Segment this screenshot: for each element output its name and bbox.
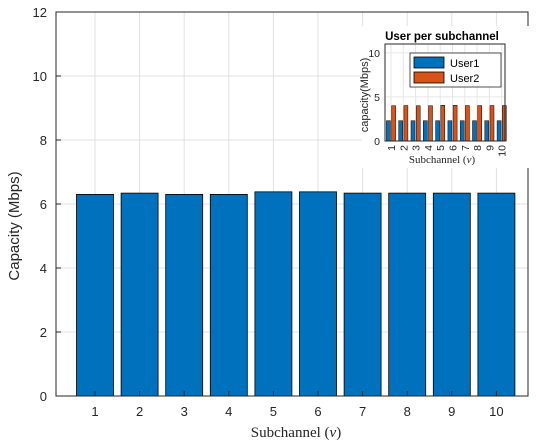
bar-subchannel-7	[343, 192, 382, 397]
inset-bar-user2-subchannel-1	[391, 105, 396, 142]
main-x-tick-label: 1	[91, 404, 98, 419]
main-x-tick-label: 5	[270, 404, 277, 419]
inset-bar-user1-subchannel-3	[410, 120, 416, 142]
main-x-tick-label: 3	[181, 404, 188, 419]
main-y-tick-label: 0	[40, 389, 47, 404]
inset-x-tick-label: 10	[497, 145, 509, 157]
inset-bar-user2-subchannel-5	[440, 105, 446, 142]
legend-swatch-user2	[413, 71, 445, 84]
inset-x-tick-label: 8	[472, 145, 484, 151]
legend-swatch-user1	[413, 56, 445, 69]
inset-bar-user2-subchannel-8	[477, 105, 482, 142]
main-x-axis-label-close: )	[336, 425, 341, 441]
inset-x-tick-label: 5	[435, 145, 447, 151]
inset-y-tick-label: 10	[368, 48, 380, 60]
inset-x-axis-label-var: v	[467, 154, 472, 166]
inset-bar-user1-subchannel-1	[386, 120, 391, 142]
main-y-tick-labels: 0 2 4 6 8 10 12	[33, 5, 61, 404]
bar-subchannel-9	[432, 192, 471, 397]
main-x-tick-label: 9	[448, 404, 455, 419]
inset-bar-user1-subchannel-4	[423, 120, 428, 142]
main-x-tick-labels: 1 2 3 4 5 6 7 8 9 10	[91, 391, 504, 419]
legend-label-user1: User1	[450, 58, 479, 70]
main-x-tick-label: 7	[359, 404, 366, 419]
main-x-axis-label-text: Subchannel (	[251, 425, 330, 441]
inset-bar-user1-subchannel-5	[435, 120, 440, 142]
inset-y-axis-label: capacity(Mbps)	[359, 58, 371, 133]
main-y-tick-label: 2	[40, 325, 47, 340]
inset-x-tick-label: 9	[484, 145, 496, 151]
inset-x-axis-label-close: )	[471, 154, 475, 166]
inset-bar-user1-subchannel-8	[472, 120, 477, 142]
main-x-tick-label: 2	[136, 404, 143, 419]
inset-x-axis-label-text: Subchannel (	[409, 154, 467, 166]
main-y-tick-label: 4	[40, 261, 47, 276]
inset-bar-user2-subchannel-3	[415, 105, 421, 142]
main-y-tick-label: 8	[40, 133, 47, 148]
inset-bar-user1-subchannel-10	[496, 120, 502, 142]
main-x-tick-label: 6	[314, 404, 321, 419]
inset-title: User per subchannel	[385, 31, 499, 43]
bar-subchannel-6	[299, 191, 337, 397]
bar-subchannel-10	[477, 192, 516, 397]
inset-bar-user1-subchannel-2	[398, 120, 403, 142]
inset-x-tick-label: 2	[398, 145, 410, 151]
inset-bar-user2-subchannel-4	[428, 105, 433, 142]
main-x-tick-label: 4	[225, 404, 232, 419]
main-y-tick-label: 12	[33, 5, 47, 20]
inset-y-tick-labels: 0 5 10	[368, 48, 380, 148]
inset-legend: User1 User2	[409, 52, 502, 88]
bar-subchannel-3	[165, 193, 204, 397]
inset-x-axis-label: Subchannel (v)	[409, 154, 476, 166]
inset-bar-user1-subchannel-7	[459, 120, 465, 142]
inset-bar-user2-subchannel-9	[489, 105, 495, 142]
bar-subchannel-2	[120, 192, 159, 397]
inset-bar-user1-subchannel-6	[447, 120, 453, 142]
bar-subchannel-4	[209, 193, 248, 397]
inset-bar-user2-subchannel-2	[403, 105, 409, 142]
inset-bar-user2-subchannel-6	[452, 105, 458, 142]
main-y-tick-label: 10	[33, 69, 47, 84]
legend-label-user2: User2	[450, 73, 479, 85]
bar-subchannel-8	[388, 192, 427, 397]
inset-x-tick-label: 1	[386, 145, 398, 151]
inset-y-tick-label: 5	[374, 92, 380, 104]
main-x-tick-label: 8	[404, 404, 411, 419]
inset-x-tick-label: 4	[423, 145, 435, 151]
inset-bar-user2-subchannel-7	[465, 105, 470, 142]
inset-bar-user1-subchannel-9	[484, 120, 490, 142]
main-y-axis-label: Capacity (Mbps)	[6, 171, 23, 280]
main-x-axis-label: Subchannel (v)	[251, 425, 341, 441]
inset-x-tick-label: 6	[448, 145, 460, 151]
main-bars	[76, 191, 516, 397]
bar-subchannel-1	[76, 193, 114, 397]
inset-x-tick-label: 3	[411, 145, 423, 151]
inset-plot-frame	[384, 43, 506, 142]
main-x-axis-label-var: v	[330, 425, 337, 441]
inset-x-tick-label: 7	[460, 145, 472, 151]
main-x-tick-label: 10	[489, 404, 503, 419]
inset-bar-user2-subchannel-10	[502, 105, 507, 142]
inset-x-tick-labels: 1 2 3 4 5 6 7 8 9 10	[386, 145, 509, 157]
inset-y-tick-label: 0	[374, 136, 380, 148]
main-y-tick-label: 6	[40, 197, 47, 212]
bar-subchannel-5	[254, 191, 293, 397]
